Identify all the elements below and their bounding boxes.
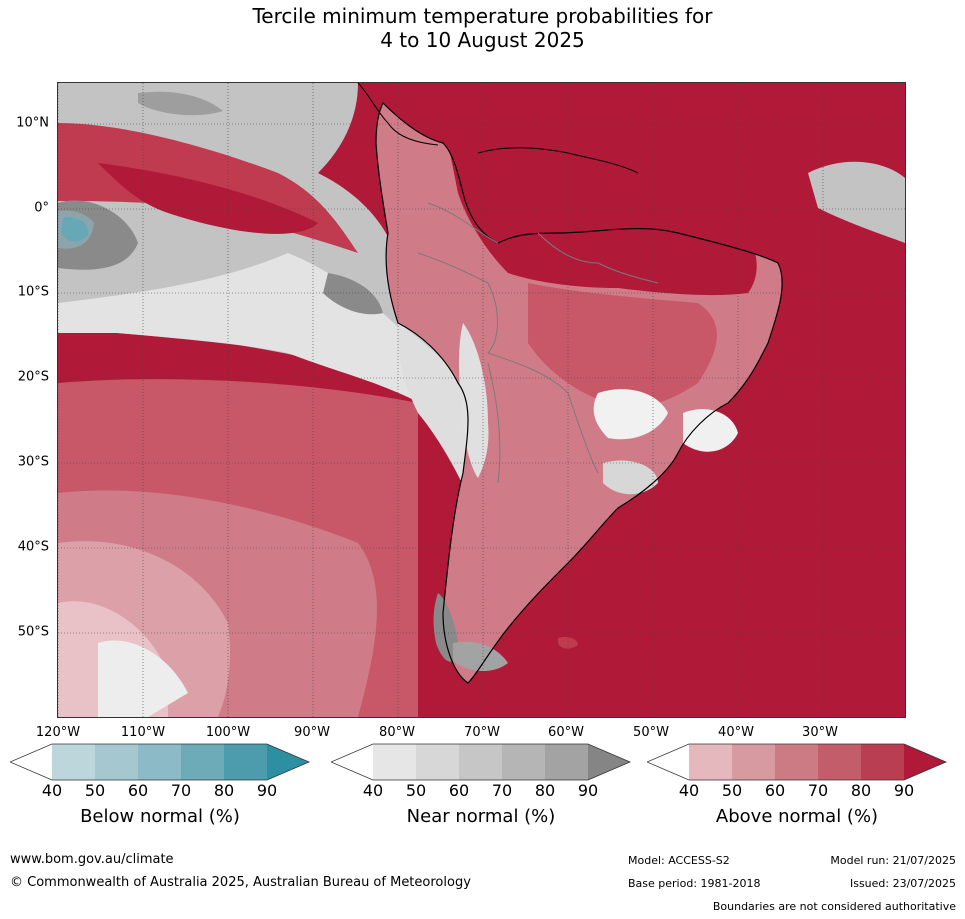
near-swatch-5 [545,744,588,780]
map-canvas [58,83,905,717]
below-swatch-1 [52,744,95,780]
boundaries-disclaimer: Boundaries are not considered authoritat… [712,900,956,913]
colorbar-above-normal [647,743,947,781]
lon-label-110w: 110°W [120,725,166,740]
model-run-date: Model run: 21/07/2025 [830,854,956,867]
lat-label-50s: 50°S [17,624,49,640]
lat-label-30s: 30°S [17,454,49,470]
below-swatch-0 [10,744,52,780]
lon-label-70w: 70°W [464,725,500,740]
model-name: Model: ACCESS-S2 [628,854,730,867]
near-swatch-2 [416,744,459,780]
above-tick-70: 70 [807,781,829,800]
colorbar-below-swatches [10,743,310,781]
near-swatch-6 [588,744,630,780]
near-outline [331,743,631,781]
gray-patch-center [323,273,383,315]
website-link[interactable]: www.bom.gov.au/climate [10,852,174,867]
south-pacific-near-patch [98,640,188,717]
above-swatch-2 [732,744,775,780]
above-swatch-3 [775,744,818,780]
lat-label-10s: 10°S [17,284,49,300]
below-swatch-3 [138,744,181,780]
below-tick-50: 50 [84,781,106,800]
above-tick-50: 50 [721,781,743,800]
above-swatch-4 [818,744,861,780]
country-borders [417,202,659,484]
gray-patch-north [138,91,223,116]
below-swatch-5 [224,744,267,780]
near-tick-50: 50 [405,781,427,800]
above-tick-40: 40 [678,781,700,800]
near-swatch-0 [331,744,373,780]
lon-label-100w: 100°W [205,725,251,740]
near-tick-80: 80 [534,781,556,800]
below-tick-90: 90 [256,781,278,800]
near-swatch-4 [502,744,545,780]
below-tick-40: 40 [41,781,63,800]
colorbar-below-normal [10,743,310,781]
lon-label-80w: 80°W [379,725,415,740]
lat-label-0: 0° [34,200,49,216]
colorbar-near-normal [331,743,631,781]
lat-label-40s: 40°S [17,539,49,555]
below-swatch-6 [267,744,309,780]
below-swatch-2 [95,744,138,780]
northern-dark-strip [98,163,318,234]
above-tick-80: 80 [850,781,872,800]
map-title: Tercile minimum temperature probabilitie… [0,4,965,52]
graticule [58,83,905,717]
amazon-above-90 [448,143,757,296]
map-title-line-1: Tercile minimum temperature probabilitie… [252,4,713,28]
near-swatch-3 [459,744,502,780]
below-normal-light-patch [58,210,94,249]
southern-brazil-near-white [593,389,668,440]
copyright-notice: © Commonwealth of Australia 2025, Austra… [10,875,471,890]
above-tick-60: 60 [764,781,786,800]
probability-map [57,82,906,718]
above-swatch-5 [861,744,904,780]
issued-date: Issued: 23/07/2025 [849,877,956,890]
above-tick-90: 90 [893,781,915,800]
above-swatch-0 [647,744,689,780]
tierra-del-fuego-gray [453,641,508,672]
above-outline [647,743,947,781]
near-swatch-1 [373,744,416,780]
near-tick-90: 90 [577,781,599,800]
colorbar-near-swatches [331,743,631,781]
central-america-coastline [357,83,439,146]
below-tick-70: 70 [170,781,192,800]
brazil-above-70 [528,283,717,407]
near-normal-patch-ne [808,161,905,243]
near-tick-60: 60 [448,781,470,800]
falklands-patch [558,636,578,649]
above-swatch-6 [904,744,946,780]
near-normal-title: Near normal (%) [406,806,556,827]
near-tick-40: 40 [362,781,384,800]
below-normal-title: Below normal (%) [80,806,240,827]
lon-label-60w: 60°W [548,725,584,740]
lon-label-120w: 120°W [35,725,81,740]
base-period: Base period: 1981-2018 [628,877,761,890]
below-swatch-4 [181,744,224,780]
lon-label-40w: 40°W [718,725,754,740]
below-outline [10,743,310,781]
lat-label-10n: 10°N [16,115,49,131]
colorbar-above-swatches [647,743,947,781]
below-tick-60: 60 [127,781,149,800]
above-swatch-1 [689,744,732,780]
south-america-coastline [375,101,783,684]
above-normal-title: Above normal (%) [715,806,879,827]
map-title-line-2: 4 to 10 August 2025 [380,28,585,52]
southeast-coast-white [683,409,738,452]
lon-label-50w: 50°W [633,725,669,740]
coastal-near-normal-strip [397,323,483,513]
uruguay-near-gray [603,460,658,495]
lon-label-90w: 90°W [294,725,330,740]
lon-label-30w: 30°W [802,725,838,740]
below-tick-80: 80 [213,781,235,800]
near-tick-70: 70 [491,781,513,800]
lat-label-20s: 20°S [17,369,49,385]
